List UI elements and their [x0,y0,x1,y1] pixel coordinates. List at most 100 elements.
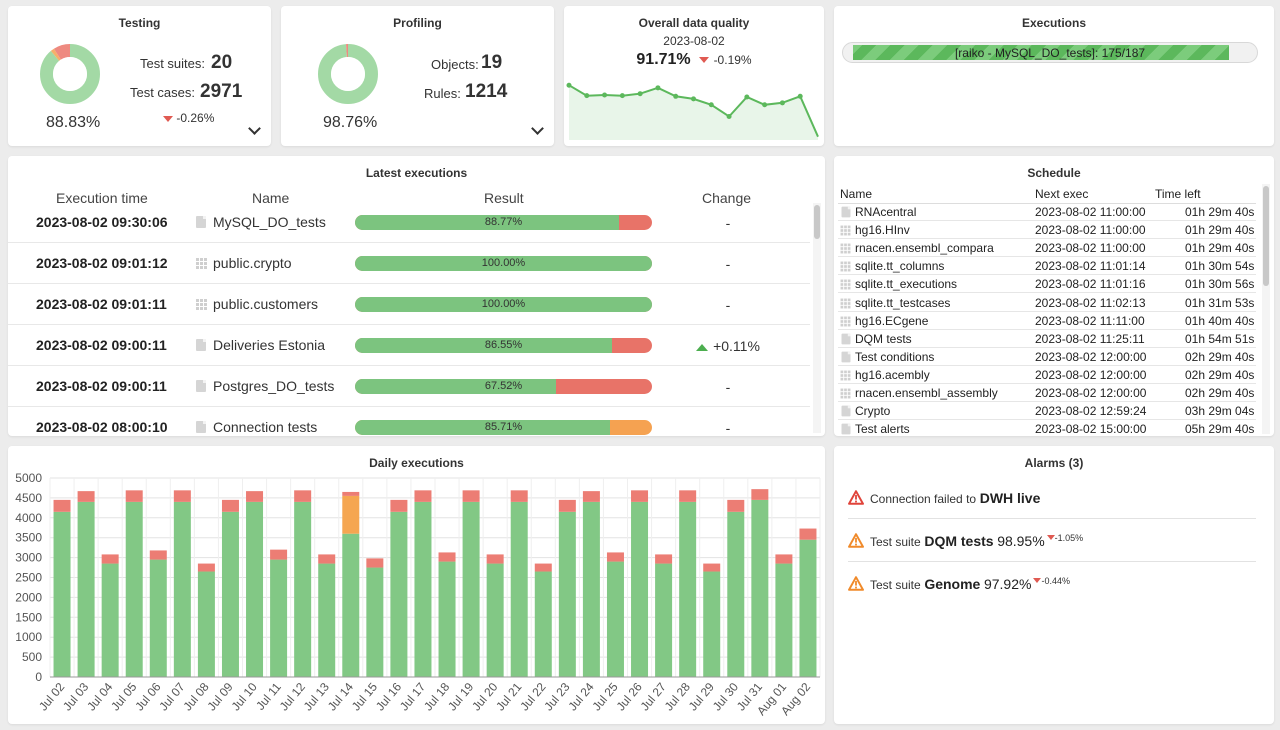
header-execution-time[interactable]: Execution time [56,190,148,206]
chevron-down-icon[interactable] [531,122,544,135]
schedule-name[interactable]: RNAcentral [855,205,917,219]
bar-passed[interactable] [366,567,384,677]
alarm-target[interactable]: DWH live [979,490,1041,506]
schedule-name[interactable]: rnacen.ensembl_compara [855,241,994,256]
alarm-item[interactable]: Test suite DQM tests 98.95% -1.05% [848,519,1256,562]
list-item[interactable]: Test alerts 2023-08-02 15:00:00 05h 29m … [838,420,1256,436]
bar-warning[interactable] [342,495,360,534]
bar-passed[interactable] [486,563,504,677]
schedule-name[interactable]: hg16.ECgene [855,313,929,328]
bar-failed[interactable] [149,550,167,560]
alarm-target[interactable]: DQM tests [924,533,994,549]
bar-failed[interactable] [342,491,360,496]
header-name[interactable]: Name [252,190,290,206]
alarm-item[interactable]: Test suite Genome 97.92% -0.44% [848,562,1256,605]
bar-failed[interactable] [246,491,264,502]
bar-passed[interactable] [125,501,143,677]
list-item[interactable]: RNAcentral 2023-08-02 11:00:00 01h 29m 4… [838,203,1256,221]
bar-failed[interactable] [270,549,288,560]
schedule-name[interactable]: rnacen.ensembl_assembly [855,386,998,400]
schedule-header-left[interactable]: Time left [1155,187,1201,201]
bar-failed[interactable] [703,563,721,572]
bar-failed[interactable] [173,490,191,502]
bar-passed[interactable] [221,511,239,677]
scrollbar[interactable] [1262,184,1270,434]
bar-passed[interactable] [270,559,288,677]
bar-failed[interactable] [799,528,817,540]
list-item[interactable]: Test conditions 2023-08-02 12:00:00 02h … [838,348,1256,366]
bar-failed[interactable] [366,558,384,568]
bar-passed[interactable] [294,501,312,677]
bar-failed[interactable] [390,499,408,512]
list-item[interactable]: DQM tests 2023-08-02 11:25:11 01h 54m 51… [838,330,1256,348]
schedule-name[interactable]: Crypto [855,404,891,419]
execution-name[interactable]: Postgres_DO_tests [213,378,335,394]
bar-failed[interactable] [655,554,673,564]
bar-passed[interactable] [703,571,721,677]
schedule-name[interactable]: hg16.HInv [855,223,910,238]
alarm-target[interactable]: Genome [924,576,981,592]
schedule-name[interactable]: sqlite.tt_columns [855,259,945,274]
header-change[interactable]: Change [702,190,752,206]
bar-failed[interactable] [727,499,745,512]
list-item[interactable]: Crypto 2023-08-02 12:59:24 03h 29m 04s [838,402,1256,421]
bar-passed[interactable] [149,559,167,677]
bar-passed[interactable] [53,511,71,677]
bar-passed[interactable] [342,533,360,677]
table-row[interactable]: 2023-08-02 09:00:11 Postgres_DO_tests 67… [8,366,810,407]
bar-failed[interactable] [53,499,71,512]
bar-failed[interactable] [558,499,576,512]
bar-passed[interactable] [679,501,697,677]
bar-passed[interactable] [173,501,191,677]
bar-passed[interactable] [775,563,793,677]
execution-name[interactable]: public.customers [213,296,319,312]
table-row[interactable]: 2023-08-02 08:00:10 Connection tests 85.… [8,407,810,436]
bar-passed[interactable] [414,501,432,677]
bar-passed[interactable] [438,561,456,677]
table-row[interactable]: 2023-08-02 09:30:06 MySQL_DO_tests 88.77… [8,202,810,243]
table-row[interactable]: 2023-08-02 09:00:11 Deliveries Estonia 8… [8,325,810,366]
chevron-down-icon[interactable] [248,122,261,135]
bar-failed[interactable] [318,554,336,564]
bar-failed[interactable] [510,490,528,502]
bar-passed[interactable] [462,501,480,677]
bar-failed[interactable] [438,552,456,562]
bar-failed[interactable] [775,554,793,564]
bar-failed[interactable] [534,563,552,572]
bar-failed[interactable] [582,491,600,502]
bar-failed[interactable] [77,491,95,502]
list-item[interactable]: hg16.ECgene 2023-08-02 11:11:00 01h 40m … [838,312,1256,330]
bar-passed[interactable] [197,571,215,677]
table-row[interactable]: 2023-08-02 09:01:12 public.crypto 100.00… [8,243,810,284]
bar-passed[interactable] [101,563,119,677]
bar-passed[interactable] [77,501,95,677]
schedule-name[interactable]: Test conditions [855,349,935,364]
bar-failed[interactable] [486,554,504,564]
schedule-name[interactable]: sqlite.tt_executions [855,277,958,292]
bar-passed[interactable] [727,511,745,677]
scrollbar-thumb[interactable] [814,205,820,239]
bar-passed[interactable] [631,501,649,677]
bar-failed[interactable] [101,554,119,564]
scrollbar[interactable] [813,203,821,433]
list-item[interactable]: rnacen.ensembl_compara 2023-08-02 11:00:… [838,239,1256,258]
bar-passed[interactable] [751,499,769,677]
bar-passed[interactable] [606,561,624,677]
bar-failed[interactable] [606,552,624,562]
alarm-item[interactable]: Connection failed to DWH live [848,476,1256,519]
execution-name[interactable]: MySQL_DO_tests [213,214,326,230]
bar-failed[interactable] [751,489,769,500]
schedule-header-name[interactable]: Name [840,187,873,201]
bar-failed[interactable] [125,490,143,502]
schedule-name[interactable]: Test alerts [855,422,910,436]
bar-failed[interactable] [631,490,649,502]
bar-passed[interactable] [799,539,817,677]
list-item[interactable]: sqlite.tt_testcases 2023-08-02 11:02:13 … [838,294,1256,312]
bar-passed[interactable] [318,563,336,677]
list-item[interactable]: hg16.HInv 2023-08-02 11:00:00 01h 29m 40… [838,221,1256,240]
execution-name[interactable]: Deliveries Estonia [213,337,326,353]
table-row[interactable]: 2023-08-02 09:01:11 public.customers 100… [8,284,810,325]
execution-name[interactable]: public.crypto [213,255,292,271]
schedule-name[interactable]: sqlite.tt_testcases [855,295,951,310]
schedule-header-next[interactable]: Next exec [1035,187,1089,201]
